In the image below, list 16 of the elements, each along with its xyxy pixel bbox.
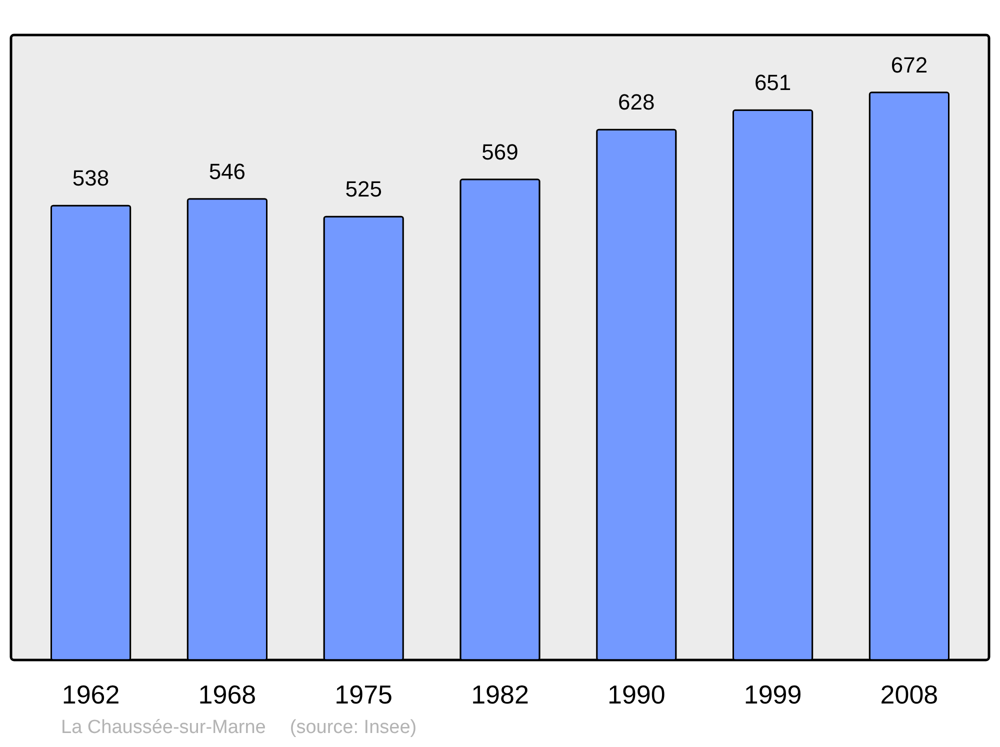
data-label: 525 — [345, 176, 382, 202]
text: La Chaussée-sur-Marne — [61, 717, 266, 738]
data-label: 628 — [618, 90, 655, 115]
x-tick-label: 1999 — [744, 680, 802, 710]
x-tick-label: 1968 — [198, 680, 256, 710]
data-label: 538 — [72, 166, 110, 191]
x-tick-label: 1975 — [334, 680, 393, 710]
x-tick-label: 2008 — [880, 680, 938, 710]
x-tick-label: 1990 — [607, 680, 666, 710]
data-label: 569 — [482, 139, 518, 164]
text: (source: Insee) — [290, 717, 417, 738]
x-tick-label: 1962 — [62, 680, 120, 710]
data-label: 651 — [754, 70, 792, 96]
data-label: 672 — [890, 52, 928, 78]
data-label: 546 — [208, 158, 246, 184]
x-tick-label: 1982 — [471, 680, 529, 710]
